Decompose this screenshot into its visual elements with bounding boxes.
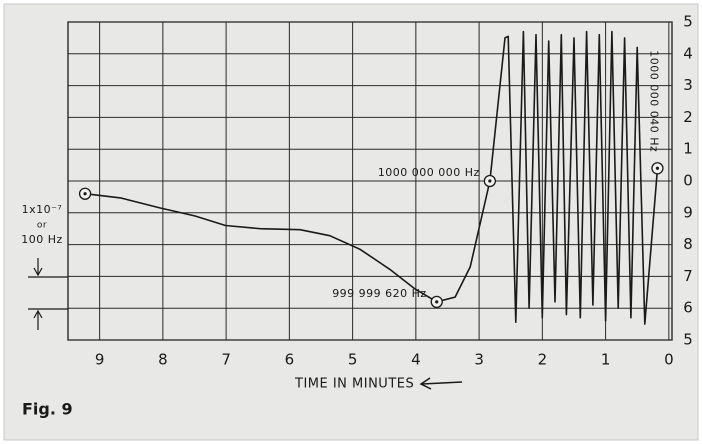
left-note: 1x10⁻⁷ (22, 203, 63, 216)
x-tick-label: 3 (474, 351, 484, 369)
y-tick-label: 5 (683, 331, 693, 349)
x-tick-label: 9 (95, 351, 105, 369)
x-tick-label: 4 (411, 351, 421, 369)
x-tick-label: 2 (538, 351, 548, 369)
x-tick-label: 8 (158, 351, 168, 369)
data-line (85, 30, 659, 325)
y-tick-label: 9 (683, 203, 693, 221)
left-note: or (37, 221, 47, 231)
y-tick-label: 5 (683, 13, 693, 31)
caption: Fig. 9 (22, 400, 73, 419)
figure-panel (3, 3, 699, 441)
x-tick-label: 6 (285, 351, 295, 369)
point-dot (655, 166, 660, 170)
y-tick-label: 8 (683, 235, 693, 253)
x-label-arrow (419, 377, 463, 390)
point-label: 999 999 620 Hz (332, 287, 427, 300)
interval-arrows (28, 258, 68, 330)
point-dot (83, 192, 87, 196)
point-dot (488, 179, 492, 183)
x-tick-label: 1 (601, 351, 611, 369)
y-tick-label: 2 (683, 108, 693, 126)
point-dot (435, 300, 439, 304)
y-tick-label: 7 (683, 267, 693, 285)
x-tick-label: 0 (664, 351, 674, 369)
point-label: 1000 000 000 Hz (378, 166, 480, 179)
y-tick-label: 6 (683, 299, 693, 317)
y-tick-label: 0 (683, 172, 693, 190)
x-axis-label: TIME IN MINUTES (294, 377, 414, 392)
left-note: 100 Hz (21, 233, 63, 246)
x-tick-label: 5 (348, 351, 358, 369)
y-tick-label: 1 (683, 140, 693, 158)
y-tick-label: 4 (683, 44, 693, 62)
point-label: 1000 000 040 Hz (647, 50, 660, 152)
x-tick-label: 7 (221, 351, 231, 369)
y-tick-label: 3 (683, 76, 693, 94)
